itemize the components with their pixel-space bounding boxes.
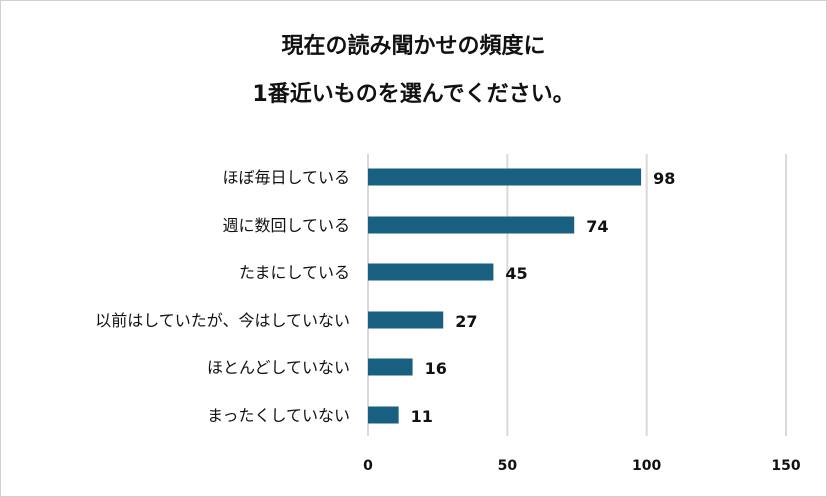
bar bbox=[368, 216, 575, 234]
chart-title-line-1: 現在の読み聞かせの頻度に bbox=[281, 34, 546, 59]
x-tick-label: 150 bbox=[771, 458, 800, 474]
category-label: まったくしていない bbox=[207, 406, 350, 425]
bar bbox=[368, 311, 444, 329]
bar bbox=[368, 263, 494, 281]
category-label: ほぼ毎日している bbox=[222, 168, 350, 187]
data-label: 16 bbox=[425, 359, 447, 378]
data-label: 98 bbox=[653, 169, 675, 188]
bar bbox=[368, 168, 642, 186]
category-label: たまにしている bbox=[239, 263, 350, 282]
data-label: 74 bbox=[586, 217, 608, 236]
category-label: 週に数回している bbox=[222, 216, 350, 235]
data-label: 45 bbox=[505, 264, 527, 283]
data-label: 11 bbox=[411, 407, 433, 426]
x-tick-label: 0 bbox=[363, 458, 373, 474]
chart-title-line-2: 1番近いものを選んでください。 bbox=[252, 82, 575, 107]
data-label: 27 bbox=[455, 312, 477, 331]
bar bbox=[368, 358, 413, 376]
category-label: 以前はしていたが、今はしていない bbox=[95, 311, 350, 330]
x-tick-label: 50 bbox=[498, 458, 518, 474]
bar bbox=[368, 406, 399, 424]
x-tick-label: 100 bbox=[632, 458, 661, 474]
category-label: ほとんどしていない bbox=[207, 358, 350, 377]
